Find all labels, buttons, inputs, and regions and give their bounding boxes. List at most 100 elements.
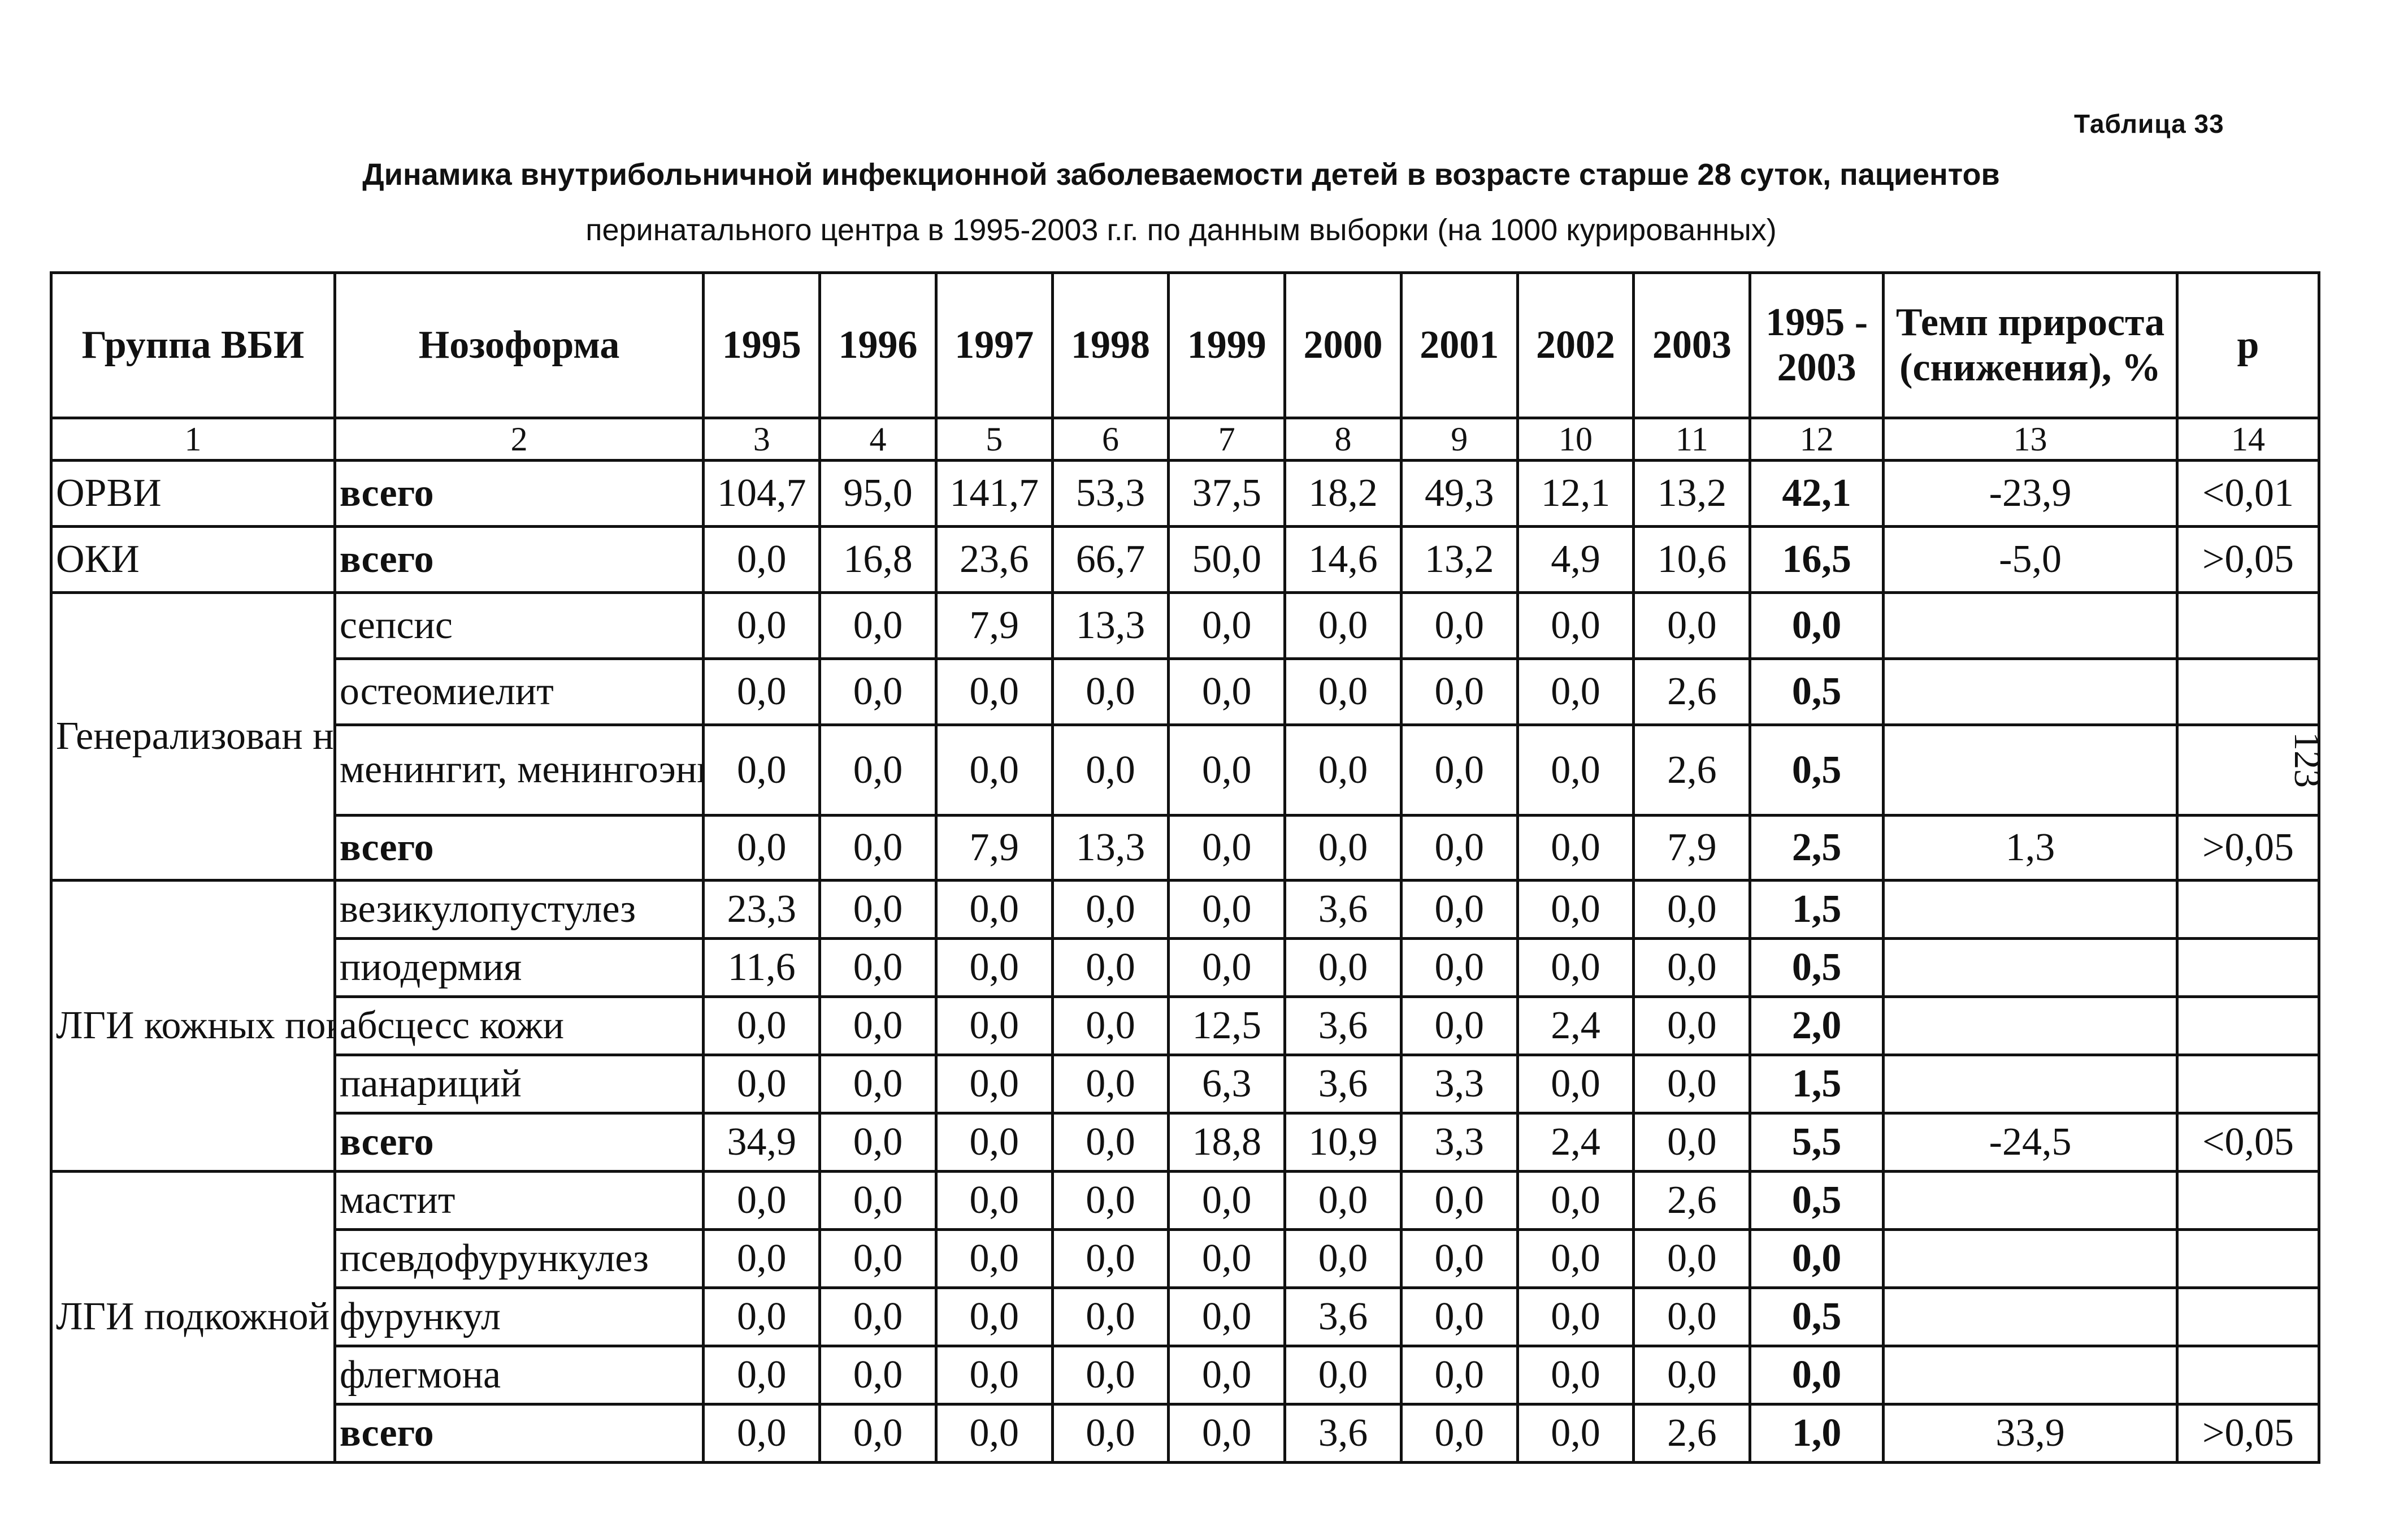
total-cell: 0,0 <box>1748 591 1885 660</box>
value-cell: 6,3 <box>1167 1054 1287 1115</box>
value-cell: 7,9 <box>934 591 1054 660</box>
value-cell: 141,7 <box>934 459 1054 528</box>
group-label: ОРВИ <box>50 459 336 528</box>
value-cell: 0,0 <box>1167 879 1287 940</box>
value-cell: 49,3 <box>1399 459 1519 528</box>
total-cell: 1,5 <box>1748 1054 1885 1115</box>
value-cell: 0,0 <box>818 723 938 817</box>
total-cell: 1,0 <box>1748 1403 1885 1464</box>
value-cell: 0,0 <box>818 1345 938 1406</box>
header-cell: 2001 <box>1399 271 1519 419</box>
value-cell: 0,0 <box>1283 591 1403 660</box>
nosoform-cell: псевдофурункулез <box>333 1228 705 1289</box>
value-cell: 0,0 <box>1516 879 1635 940</box>
total-cell: 2,5 <box>1748 814 1885 882</box>
nosoform-cell: всего <box>333 525 705 594</box>
value-cell: 0,0 <box>1516 1170 1635 1231</box>
value-cell: 0,0 <box>1516 1228 1635 1289</box>
value-cell: 0,0 <box>1167 1170 1287 1231</box>
p-value-cell <box>2176 723 2320 817</box>
header-cell: 1999 <box>1167 271 1287 419</box>
p-value-cell <box>2176 657 2320 726</box>
value-cell: 0,0 <box>1399 657 1519 726</box>
value-cell: 0,0 <box>1051 937 1170 998</box>
rate-cell <box>1882 1054 2179 1115</box>
value-cell: 23,3 <box>702 879 822 940</box>
value-cell: 0,0 <box>934 723 1054 817</box>
value-cell: 0,0 <box>1516 591 1635 660</box>
value-cell: 0,0 <box>1399 995 1519 1056</box>
value-cell: 0,0 <box>818 937 938 998</box>
value-cell: 0,0 <box>818 1170 938 1231</box>
value-cell: 53,3 <box>1051 459 1170 528</box>
header-row: Группа ВБИ Нозоформа 1995 1996 1997 1998… <box>50 271 2320 419</box>
column-number: 1 <box>50 417 336 462</box>
p-value-cell <box>2176 1228 2320 1289</box>
value-cell: 0,0 <box>1051 1112 1170 1173</box>
p-value-cell: >0,05 <box>2176 814 2320 882</box>
header-cell: 1997 <box>934 271 1054 419</box>
table-row: абсцесс кожи 0,0 0,0 0,0 0,0 12,5 3,6 0,… <box>51 995 2320 1056</box>
nosoform-cell: всего <box>333 1112 705 1173</box>
value-cell: 0,0 <box>1051 1170 1170 1231</box>
total-cell: 0,0 <box>1748 1345 1885 1406</box>
table-row: Генерализован ные формы сепсис 0,0 0,0 7… <box>50 591 2320 882</box>
rate-cell: -23,9 <box>1882 459 2179 528</box>
header-cell: 2002 <box>1516 271 1635 419</box>
value-cell: 0,0 <box>1167 1403 1287 1464</box>
value-cell: 34,9 <box>702 1112 822 1173</box>
p-value-cell: <0,01 <box>2176 459 2320 528</box>
rate-cell: 1,3 <box>1882 814 2179 882</box>
p-value-cell <box>2176 591 2320 660</box>
total-cell: 2,0 <box>1748 995 1885 1056</box>
value-cell: 0,0 <box>1051 1286 1170 1347</box>
value-cell: 0,0 <box>1167 591 1287 660</box>
table-row: пиодермия 11,6 0,0 0,0 0,0 0,0 0,0 0,0 0… <box>51 937 2320 998</box>
nosoform-cell: менингит, менингоэнцефалит <box>333 723 705 817</box>
column-number: 5 <box>934 417 1054 462</box>
value-cell: 0,0 <box>1051 1403 1170 1464</box>
value-cell: 0,0 <box>1516 1403 1635 1464</box>
nosoform-cell: всего <box>333 459 705 528</box>
value-cell: 0,0 <box>1632 1228 1752 1289</box>
table-row: псевдофурункулез 0,0 0,0 0,0 0,0 0,0 0,0… <box>51 1228 2320 1289</box>
value-cell: 0,0 <box>1399 937 1519 998</box>
rate-cell <box>1882 1228 2179 1289</box>
table-title-line-1: Динамика внутрибольничной инфекционной з… <box>362 158 2000 192</box>
table-row: панариций 0,0 0,0 0,0 0,0 6,3 3,6 3,3 0,… <box>51 1054 2320 1115</box>
value-cell: 0,0 <box>934 1345 1054 1406</box>
value-cell: 16,8 <box>818 525 938 594</box>
value-cell: 3,6 <box>1283 1054 1403 1115</box>
column-number: 7 <box>1167 417 1287 462</box>
value-cell: 3,6 <box>1283 1286 1403 1347</box>
value-cell: 0,0 <box>1167 1228 1287 1289</box>
incidence-table: Группа ВБИ Нозоформа 1995 1996 1997 1998… <box>50 271 2320 1464</box>
value-cell: 0,0 <box>818 1228 938 1289</box>
value-cell: 0,0 <box>1167 1345 1287 1406</box>
value-cell: 0,0 <box>1051 1054 1170 1115</box>
p-value-cell <box>2176 1286 2320 1347</box>
value-cell: 0,0 <box>1051 879 1170 940</box>
value-cell: 14,6 <box>1283 525 1403 594</box>
total-cell: 0,5 <box>1748 657 1885 726</box>
column-number: 13 <box>1882 417 2179 462</box>
value-cell: 18,8 <box>1167 1112 1287 1173</box>
value-cell: 0,0 <box>934 1054 1054 1115</box>
value-cell: 7,9 <box>934 814 1054 882</box>
value-cell: 3,6 <box>1283 995 1403 1056</box>
value-cell: 0,0 <box>1399 1228 1519 1289</box>
column-number: 11 <box>1632 417 1752 462</box>
value-cell: 13,3 <box>1051 591 1170 660</box>
value-cell: 0,0 <box>1167 814 1287 882</box>
value-cell: 0,0 <box>1632 1345 1752 1406</box>
nosoform-cell: панариций <box>333 1054 705 1115</box>
total-cell: 0,0 <box>1748 1228 1885 1289</box>
value-cell: 0,0 <box>702 657 822 726</box>
value-cell: 0,0 <box>934 1228 1054 1289</box>
total-cell: 0,5 <box>1748 723 1885 817</box>
rate-cell: -5,0 <box>1882 525 2179 594</box>
nosoform-cell: всего <box>333 814 705 882</box>
rate-cell <box>1882 591 2179 660</box>
value-cell: 13,2 <box>1632 459 1752 528</box>
value-cell: 0,0 <box>702 1170 822 1231</box>
